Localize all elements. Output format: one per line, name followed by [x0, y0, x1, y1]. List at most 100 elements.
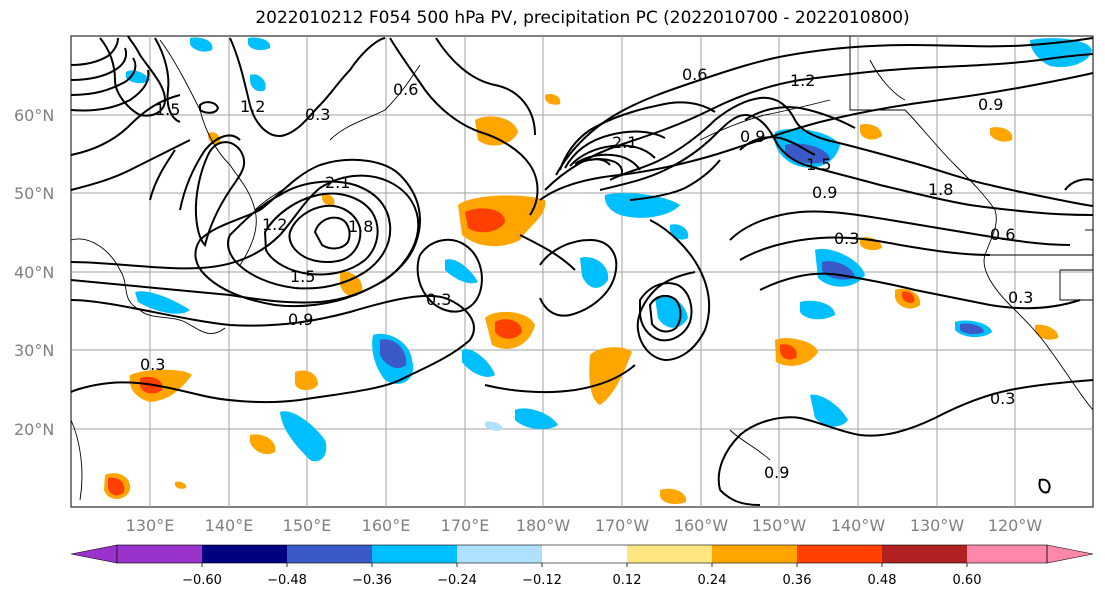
precip-blob	[670, 224, 689, 240]
colorbar-extend-right	[1046, 544, 1094, 564]
map-title: 2022010212 F054 500 hPa PV, precipitatio…	[255, 8, 910, 28]
precip-blob	[475, 116, 518, 146]
colorbar-tick: 0.48	[868, 573, 897, 588]
precip-blob	[785, 143, 830, 164]
colorbar-tick: 0.36	[783, 573, 812, 588]
contour-label: 1.5	[155, 100, 180, 119]
contour-label: 0.9	[740, 127, 765, 146]
precip-blob	[108, 477, 125, 496]
precip-blob	[190, 37, 213, 52]
colorbar-segment	[712, 545, 797, 563]
colorbar-segment	[882, 545, 967, 563]
contour-label: 2.1	[325, 173, 350, 192]
colorbar-segment	[202, 545, 287, 563]
precip-blob	[135, 291, 190, 314]
pv-contours	[70, 35, 1094, 506]
contour-label: 0.3	[834, 229, 859, 248]
lat-label: 40°N	[14, 263, 54, 282]
contour-label: 1.2	[262, 215, 287, 234]
colorbar-segment	[797, 545, 882, 563]
precip-blob	[295, 370, 318, 391]
precip-blob	[810, 394, 848, 427]
lat-label: 50°N	[14, 184, 54, 203]
precip-blob	[660, 488, 687, 504]
longitude-labels: 130°E 140°E 150°E 160°E 170°E 180°W 170°…	[126, 516, 1043, 535]
precip-blob	[822, 261, 855, 280]
precip-blob	[462, 349, 495, 377]
lon-label: 140°E	[205, 516, 254, 535]
colorbar-tick: −0.60	[182, 573, 222, 588]
colorbar-tick: 0.12	[613, 573, 642, 588]
precip-blob	[248, 37, 271, 51]
contour-label: 0.9	[764, 463, 789, 482]
lon-label: 130°W	[910, 516, 965, 535]
contour-label: 1.5	[290, 267, 315, 286]
colorbar-segment	[287, 545, 372, 563]
contour-label: 0.9	[812, 183, 837, 202]
colorbar-segment	[542, 545, 627, 563]
precip-blob	[380, 339, 407, 369]
precip-blob	[175, 481, 187, 489]
precip-blob	[990, 127, 1013, 142]
colorbar-tick: −0.12	[522, 573, 562, 588]
colorbar-extend-left	[70, 544, 118, 564]
colorbar-outline	[116, 544, 1048, 564]
lon-label: 150°E	[283, 516, 332, 535]
precip-blob	[780, 344, 797, 360]
lon-label: 170°W	[595, 516, 650, 535]
precip-blob	[485, 421, 503, 431]
contour-label: 1.5	[806, 155, 831, 174]
lat-label: 30°N	[14, 341, 54, 360]
precip-blob	[515, 408, 558, 430]
lon-label: 160°W	[674, 516, 729, 535]
precip-blob	[902, 291, 915, 303]
precip-blob	[250, 74, 266, 92]
contour-label: 0.3	[426, 290, 451, 309]
contour-label: 1.8	[348, 217, 373, 236]
lon-label: 120°W	[988, 516, 1043, 535]
precip-blob	[1035, 324, 1059, 340]
colorbar-segment	[457, 545, 542, 563]
colorbar-segment	[967, 545, 1047, 563]
contour-label: 0.3	[140, 355, 165, 374]
precip-blob	[604, 193, 680, 218]
precip-blob	[280, 411, 327, 462]
lon-label: 160°E	[362, 516, 411, 535]
lon-label: 130°E	[126, 516, 175, 535]
lat-label: 20°N	[14, 420, 54, 439]
precip-blob	[208, 132, 221, 145]
precip-blob	[445, 259, 478, 284]
precip-blob	[860, 124, 882, 140]
colorbar-tick: 0.60	[953, 573, 982, 588]
lon-label: 140°W	[831, 516, 886, 535]
contour-label: 0.9	[978, 95, 1003, 114]
contour-label: 0.6	[393, 80, 418, 99]
contour-label: 2.1	[612, 133, 637, 152]
contour-label: 0.6	[990, 225, 1015, 244]
precip-blob	[322, 194, 335, 206]
lon-label: 180°W	[516, 516, 571, 535]
precip-blob	[960, 323, 984, 335]
colorbar-segment	[372, 545, 457, 563]
contour-label: 1.8	[928, 180, 953, 199]
colorbar-segment	[117, 545, 202, 563]
precip-blob	[495, 319, 522, 339]
precip-blob	[580, 256, 609, 288]
contour-labels: 1.2 0.6 0.9 1.5 0.3 2.1 1.8 1.2 0.3 0.9 …	[140, 65, 1033, 482]
precip-blob	[250, 434, 276, 455]
lon-label: 150°W	[752, 516, 807, 535]
contour-label: 0.3	[1008, 288, 1033, 307]
contour-label: 1.2	[790, 71, 815, 90]
precip-blob	[800, 300, 835, 320]
precip-blob	[589, 347, 632, 405]
lat-label: 60°N	[14, 106, 54, 125]
contour-label: 1.2	[240, 97, 265, 116]
contour-label: 0.9	[288, 310, 313, 329]
colorbar-tick: 0.24	[698, 573, 727, 588]
contour-label: 0.3	[305, 105, 330, 124]
precip-blob	[545, 94, 561, 105]
colorbar-segment	[627, 545, 712, 563]
contour-label: 0.3	[990, 389, 1015, 408]
contour-label: 0.6	[682, 65, 707, 84]
